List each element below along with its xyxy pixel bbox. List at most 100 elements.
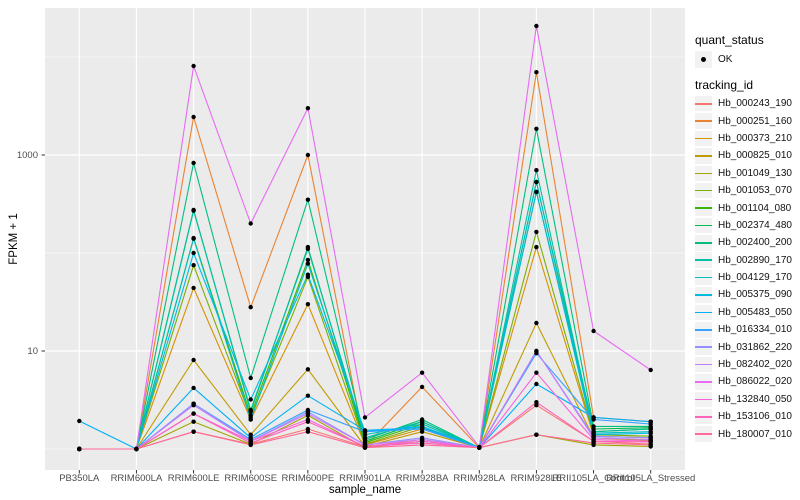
grid-major-lines	[45, 8, 685, 470]
legend-item: Hb_005375_090	[695, 286, 798, 303]
legend-item-label: Hb_031862_220	[718, 341, 792, 353]
legend-item: Hb_005483_050	[695, 304, 798, 321]
legend-item-label: Hb_004129_170	[718, 272, 792, 284]
legend-key-line-icon	[695, 120, 712, 122]
data-point	[362, 435, 368, 440]
legend-item-label: Hb_016334_010	[718, 324, 792, 336]
data-point	[248, 221, 253, 226]
legend-key-box	[695, 235, 712, 251]
legend-item-label: Hb_000373_210	[718, 132, 792, 144]
data-point	[362, 445, 368, 450]
x-tick-label: RRII105LA_Stressed	[606, 473, 695, 484]
data-point	[534, 229, 539, 235]
data-point	[305, 106, 311, 111]
data-point	[134, 446, 139, 452]
data-point	[534, 381, 539, 387]
data-point	[191, 411, 196, 416]
series-points	[77, 23, 653, 452]
data-point	[648, 442, 653, 448]
data-point	[419, 370, 425, 375]
legend-key-line-icon	[695, 329, 712, 331]
data-point	[362, 429, 368, 434]
legend-key-box	[695, 252, 712, 268]
legend-key-line-icon	[695, 137, 712, 140]
legend: quant_status OK tracking_id Hb_000243_19…	[695, 33, 798, 443]
legend-item: Hb_001053_070	[695, 182, 798, 199]
data-point	[305, 272, 311, 277]
legend-item: Hb_000373_210	[695, 130, 798, 147]
data-point	[591, 328, 596, 334]
data-point	[648, 431, 653, 436]
data-point	[191, 403, 196, 408]
data-point	[248, 305, 253, 310]
legend-key-line-icon	[695, 242, 712, 244]
legend-item-label: Hb_001049_130	[718, 167, 792, 179]
x-tick-label: RRIM901LA	[339, 473, 391, 484]
y-tick-label: 1000	[17, 150, 38, 161]
y-axis-title: FPKM + 1	[8, 213, 20, 265]
legend-item: Hb_002374_480	[695, 217, 798, 234]
legend-item: Hb_000251_160	[695, 112, 798, 129]
data-point	[248, 417, 253, 422]
legend-key-line-icon	[695, 172, 712, 175]
legend-item-label: Hb_001104_080	[718, 202, 792, 214]
legend-item: Hb_153106_010	[695, 408, 798, 425]
data-point	[191, 208, 196, 213]
data-point	[362, 415, 368, 420]
data-point	[419, 384, 425, 390]
legend-key-line-icon	[695, 346, 712, 348]
data-point	[248, 442, 253, 448]
legend-item: Hb_031862_220	[695, 338, 798, 355]
data-point	[191, 429, 196, 434]
legend-item-label: Hb_002374_480	[718, 219, 792, 231]
data-point	[534, 370, 539, 375]
data-point	[248, 397, 253, 402]
data-point	[534, 348, 539, 354]
legend-key-box	[695, 304, 712, 321]
legend-quant-status-title: quant_status	[695, 33, 764, 47]
data-point	[77, 446, 82, 452]
point-marker-icon	[701, 57, 706, 62]
data-point	[534, 126, 539, 131]
legend-item: Hb_180007_010	[695, 425, 798, 442]
legend-item-label: Hb_000243_190	[718, 98, 792, 110]
data-point	[534, 168, 539, 173]
data-point	[534, 70, 539, 75]
legend-key-box	[695, 182, 712, 199]
data-point	[305, 246, 311, 252]
data-point	[534, 400, 539, 405]
legend-key-box	[695, 95, 712, 112]
x-tick-label: PB350LA	[59, 473, 100, 484]
legend-key-box	[695, 287, 712, 303]
legend-key-line-icon	[695, 102, 712, 105]
legend-key-line-icon	[695, 155, 712, 157]
legend-item-label: Hb_180007_010	[718, 428, 792, 440]
legend-item: Hb_001104_080	[695, 199, 798, 216]
x-tick-label: RRIM928LE	[511, 473, 563, 484]
legend-item-label: Hb_082402_020	[718, 359, 792, 371]
legend-quant-status-label: OK	[718, 54, 733, 65]
legend-item: Hb_086022_020	[695, 373, 798, 390]
x-tick-label: RRII105LA_Control	[552, 473, 634, 484]
legend-tracking-id-items: Hb_000243_190 Hb_000251_160 Hb_000373_210 H…	[695, 95, 798, 443]
x-tick-label: RRIM600SE	[224, 473, 277, 484]
legend-key-line-icon	[695, 433, 712, 435]
legend-key-line-icon	[695, 381, 712, 383]
data-point	[305, 261, 311, 266]
data-point	[305, 419, 311, 424]
data-point	[191, 385, 196, 391]
legend-key-box	[695, 322, 712, 338]
data-point	[419, 442, 425, 448]
legend-key-line-icon	[695, 276, 712, 279]
legend-key-box	[695, 339, 712, 355]
data-point	[248, 413, 253, 418]
data-point	[419, 426, 425, 432]
y-axis-tick-labels: 1000 10	[17, 150, 38, 357]
data-point	[648, 367, 653, 373]
legend-key-box	[695, 217, 712, 234]
legend-item: Hb_002400_200	[695, 234, 798, 251]
data-point	[191, 160, 196, 166]
data-point	[305, 302, 311, 307]
